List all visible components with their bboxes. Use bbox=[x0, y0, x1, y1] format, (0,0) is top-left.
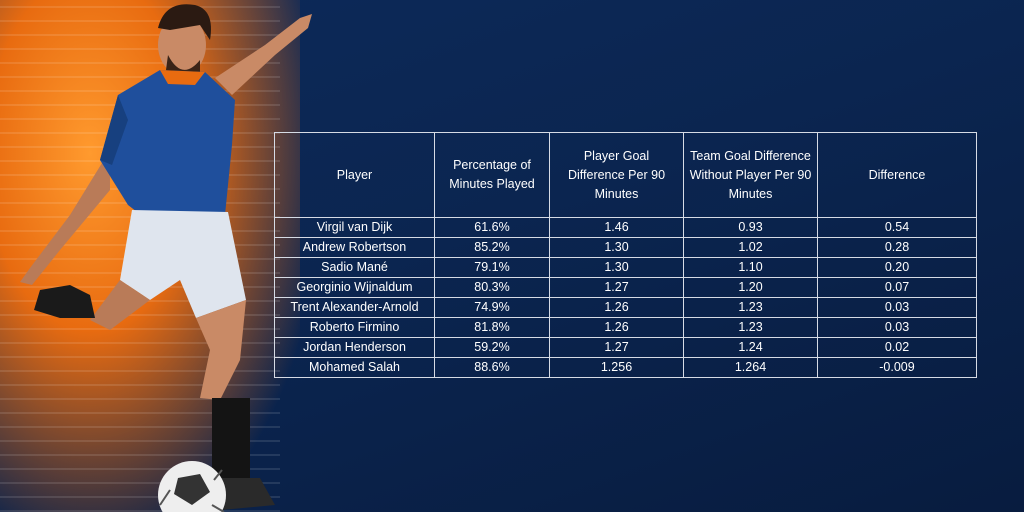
cell-difference: 0.03 bbox=[817, 317, 977, 338]
header-minutes-played: Percentage of Minutes Played bbox=[434, 132, 550, 218]
table-row: Georginio Wijnaldum 80.3% 1.27 1.20 0.07 bbox=[274, 277, 977, 298]
table-row: Andrew Robertson 85.2% 1.30 1.02 0.28 bbox=[274, 237, 977, 258]
soccer-ball-icon bbox=[158, 461, 226, 512]
cell-player-gd: 1.30 bbox=[549, 257, 684, 278]
cell-minutes: 88.6% bbox=[434, 357, 550, 378]
cell-difference: -0.009 bbox=[817, 357, 977, 378]
cell-minutes: 81.8% bbox=[434, 317, 550, 338]
header-player: Player bbox=[274, 132, 435, 218]
header-team-goal-difference: Team Goal Difference Without Player Per … bbox=[683, 132, 818, 218]
cell-team-gd: 1.23 bbox=[683, 297, 818, 318]
cell-player-gd: 1.26 bbox=[549, 297, 684, 318]
cell-player: Mohamed Salah bbox=[274, 357, 435, 378]
cell-difference: 0.02 bbox=[817, 337, 977, 358]
cell-team-gd: 1.10 bbox=[683, 257, 818, 278]
cell-team-gd: 1.24 bbox=[683, 337, 818, 358]
cell-player-gd: 1.27 bbox=[549, 337, 684, 358]
cell-player-gd: 1.30 bbox=[549, 237, 684, 258]
cell-difference: 0.20 bbox=[817, 257, 977, 278]
cell-difference: 0.54 bbox=[817, 217, 977, 238]
cell-player: Jordan Henderson bbox=[274, 337, 435, 358]
table-row: Mohamed Salah 88.6% 1.256 1.264 -0.009 bbox=[274, 357, 977, 378]
cell-player: Roberto Firmino bbox=[274, 317, 435, 338]
cell-minutes: 79.1% bbox=[434, 257, 550, 278]
cell-player: Sadio Mané bbox=[274, 257, 435, 278]
table-row: Roberto Firmino 81.8% 1.26 1.23 0.03 bbox=[274, 317, 977, 338]
player-goal-difference-table: Player Percentage of Minutes Played Play… bbox=[274, 132, 977, 378]
cell-minutes: 61.6% bbox=[434, 217, 550, 238]
table-row: Virgil van Dijk 61.6% 1.46 0.93 0.54 bbox=[274, 217, 977, 238]
cell-difference: 0.28 bbox=[817, 237, 977, 258]
cell-player: Trent Alexander-Arnold bbox=[274, 297, 435, 318]
cell-player: Andrew Robertson bbox=[274, 237, 435, 258]
cell-team-gd: 1.264 bbox=[683, 357, 818, 378]
cell-minutes: 59.2% bbox=[434, 337, 550, 358]
cell-player-gd: 1.46 bbox=[549, 217, 684, 238]
table-header-row: Player Percentage of Minutes Played Play… bbox=[274, 132, 977, 218]
cell-team-gd: 1.02 bbox=[683, 237, 818, 258]
table-row: Jordan Henderson 59.2% 1.27 1.24 0.02 bbox=[274, 337, 977, 358]
cell-player: Virgil van Dijk bbox=[274, 217, 435, 238]
table-row: Sadio Mané 79.1% 1.30 1.10 0.20 bbox=[274, 257, 977, 278]
stats-table-container: Player Percentage of Minutes Played Play… bbox=[274, 132, 977, 378]
header-difference: Difference bbox=[817, 132, 977, 218]
cell-player-gd: 1.27 bbox=[549, 277, 684, 298]
cell-player: Georginio Wijnaldum bbox=[274, 277, 435, 298]
cell-minutes: 80.3% bbox=[434, 277, 550, 298]
cell-player-gd: 1.26 bbox=[549, 317, 684, 338]
cell-difference: 0.07 bbox=[817, 277, 977, 298]
cell-minutes: 74.9% bbox=[434, 297, 550, 318]
cell-team-gd: 1.23 bbox=[683, 317, 818, 338]
table-row: Trent Alexander-Arnold 74.9% 1.26 1.23 0… bbox=[274, 297, 977, 318]
soccer-player-illustration bbox=[20, 4, 312, 512]
cell-team-gd: 1.20 bbox=[683, 277, 818, 298]
cell-minutes: 85.2% bbox=[434, 237, 550, 258]
cell-difference: 0.03 bbox=[817, 297, 977, 318]
cell-player-gd: 1.256 bbox=[549, 357, 684, 378]
cell-team-gd: 0.93 bbox=[683, 217, 818, 238]
header-player-goal-difference: Player Goal Difference Per 90 Minutes bbox=[549, 132, 684, 218]
